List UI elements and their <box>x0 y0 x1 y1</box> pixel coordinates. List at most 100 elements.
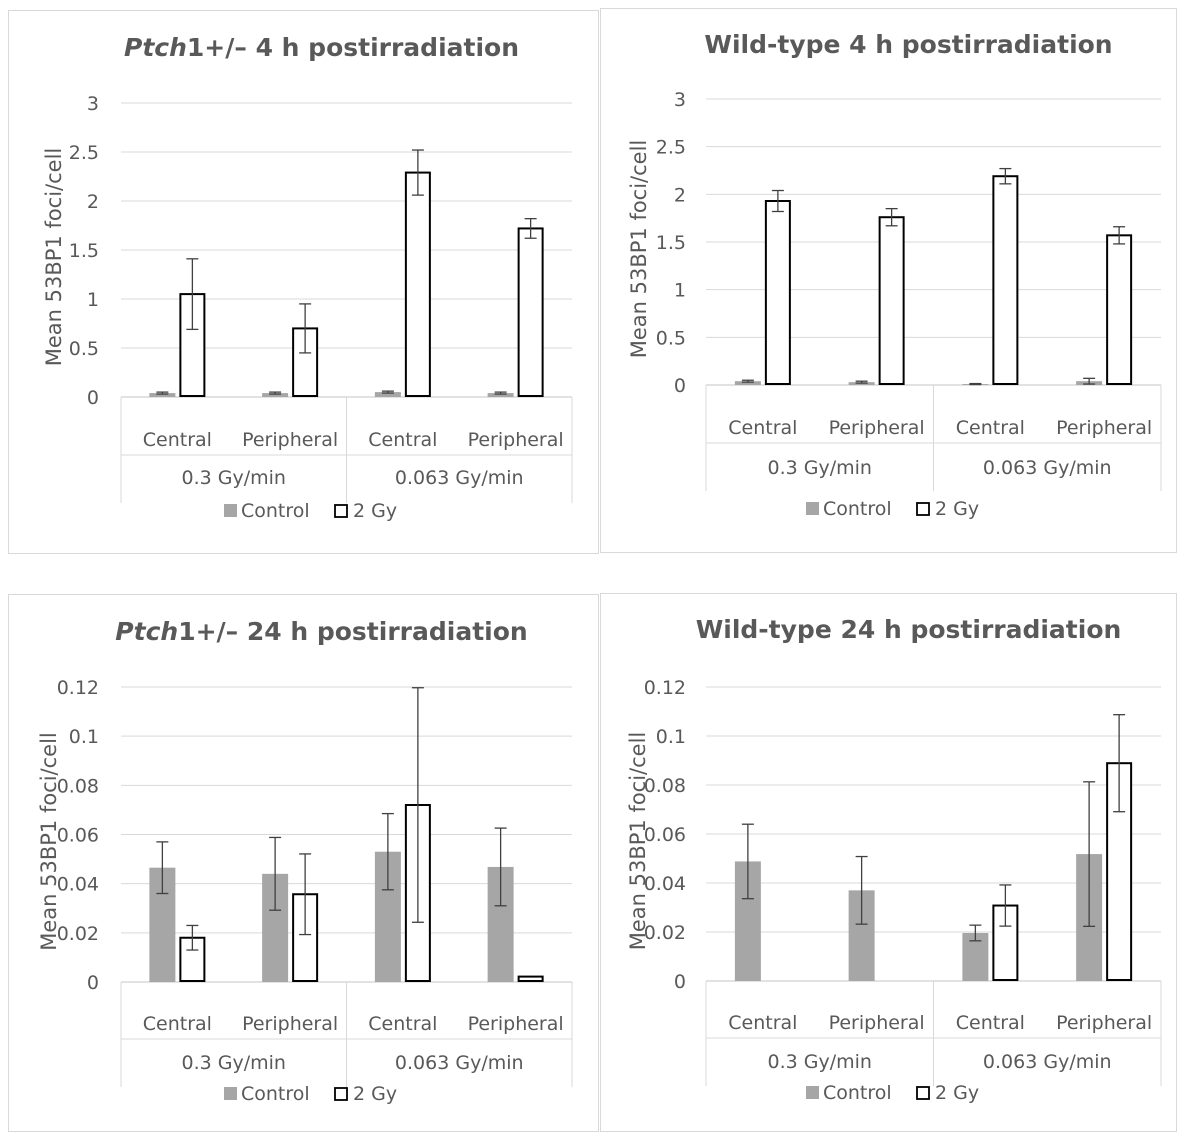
bar-2gy <box>517 975 544 983</box>
bar-control <box>487 393 514 397</box>
x-group-label: 0.063 Gy/min <box>395 1052 524 1074</box>
y-tick-label: 0 <box>674 375 686 397</box>
y-tick-label: 0.02 <box>57 923 99 945</box>
y-tick-label: 0.5 <box>69 338 99 360</box>
bar-2gy <box>517 227 544 397</box>
y-axis-label: Mean 53BP1 foci/cell <box>627 140 651 359</box>
x-tick-label: Peripheral <box>1056 1012 1152 1034</box>
x-group-label: 0.3 Gy/min <box>182 467 286 489</box>
y-tick-label: 0.12 <box>57 677 99 699</box>
chart-wildtype-4h: Wild-type 4 h postirradiation 0 0.5 1 1.5 2 2.… <box>627 30 1162 520</box>
y-axis-label: Mean 53BP1 foci/cell <box>626 732 650 951</box>
x-tick-label: Central <box>956 1012 1025 1034</box>
chart-ptch-4h: Ptch1+/– 4 h postirradiation 0 0.5 1 1.5 2 2.5… <box>42 33 573 522</box>
y-tick-label: 0.04 <box>644 873 686 895</box>
y-axis-label: Mean 53BP1 foci/cell <box>42 148 66 367</box>
bar-2gy <box>404 171 431 397</box>
y-axis-label: Mean 53BP1 foci/cell <box>37 732 61 951</box>
y-tick-label: 2.5 <box>656 137 686 159</box>
y-tick-label: 0.08 <box>57 775 99 797</box>
chart-title: Ptch1+/– 4 h postirradiation <box>124 33 519 62</box>
x-tick-label: Peripheral <box>829 417 925 439</box>
y-tick-label: 0.5 <box>656 327 686 349</box>
legend-swatch-control <box>224 504 237 517</box>
legend-label-control: Control <box>823 498 892 520</box>
chart-panel-ptch-4h: Ptch1+/– 4 h postirradiation 0 0.5 1 1.5 2 2.5… <box>8 10 599 554</box>
legend-label-2gy: 2 Gy <box>353 500 397 522</box>
x-group-label: 0.3 Gy/min <box>182 1052 286 1074</box>
legend-label-control: Control <box>241 500 310 522</box>
x-tick-label: Peripheral <box>468 429 564 451</box>
x-tick-label: Central <box>956 417 1025 439</box>
x-group-label: 0.3 Gy/min <box>768 1051 872 1073</box>
x-tick-label: Central <box>368 1013 437 1035</box>
chart-panel-ptch-24h: Ptch1+/– 24 h postirradiation 0 0.02 0.04 0.… <box>8 594 599 1132</box>
bar-2gy <box>764 200 791 385</box>
x-tick-label: Peripheral <box>829 1012 925 1034</box>
bar-2gy <box>1106 234 1133 385</box>
y-tick-label: 0.1 <box>69 726 99 748</box>
chart-title: Wild-type 24 h postirradiation <box>696 615 1122 644</box>
legend-label-control: Control <box>823 1082 892 1104</box>
bar-2gy <box>878 216 905 385</box>
chart-title-text: Wild-type 4 h postirradiation <box>704 30 1112 59</box>
x-group-label: 0.063 Gy/min <box>983 457 1112 479</box>
legend-swatch-2gy <box>334 504 348 518</box>
y-tick-label: 2 <box>87 191 99 213</box>
bar-2gy <box>992 175 1019 385</box>
y-tick-label: 2.5 <box>69 142 99 164</box>
y-tick-label: 0.06 <box>57 825 99 847</box>
legend-swatch-2gy <box>916 502 930 516</box>
chart-title-italic: Ptch <box>124 33 187 62</box>
y-tick-label: 0.06 <box>644 824 686 846</box>
y-tick-label: 1 <box>87 289 99 311</box>
legend-swatch-control <box>806 1086 819 1099</box>
x-tick-label: Central <box>728 1012 797 1034</box>
x-tick-label: Central <box>368 429 437 451</box>
bar-control <box>149 393 176 397</box>
y-tick-label: 1.5 <box>69 240 99 262</box>
y-tick-label: 0 <box>87 387 99 409</box>
x-tick-label: Peripheral <box>468 1013 564 1035</box>
chart-panel-wildtype-4h: Wild-type 4 h postirradiation 0 0.5 1 1.5 2 2.… <box>600 8 1177 553</box>
x-group-label: 0.063 Gy/min <box>983 1051 1112 1073</box>
chart-panel-wildtype-24h: Wild-type 24 h postirradiation 0 0.02 0.04 0… <box>600 593 1177 1132</box>
legend-swatch-2gy <box>916 1086 930 1100</box>
y-tick-label: 0.08 <box>644 775 686 797</box>
y-tick-label: 1 <box>674 280 686 302</box>
x-tick-label: Peripheral <box>242 429 338 451</box>
bar-control <box>374 392 401 397</box>
x-tick-label: Peripheral <box>1056 417 1152 439</box>
bar-control <box>734 381 761 385</box>
legend-label-2gy: 2 Gy <box>353 1083 397 1105</box>
chart-title-italic: Ptch <box>115 617 178 646</box>
chart-wildtype-24h: Wild-type 24 h postirradiation 0 0.02 0.04 0… <box>626 615 1162 1104</box>
y-tick-label: 3 <box>674 89 686 111</box>
x-group-label: 0.063 Gy/min <box>395 467 524 489</box>
y-tick-label: 3 <box>87 93 99 115</box>
y-tick-label: 0.1 <box>656 726 686 748</box>
legend-swatch-2gy <box>334 1087 348 1101</box>
y-tick-label: 0 <box>87 972 99 994</box>
chart-title: Ptch1+/– 24 h postirradiation <box>115 617 527 646</box>
x-group-label: 0.3 Gy/min <box>768 457 872 479</box>
legend-swatch-control <box>806 502 819 515</box>
chart-title-text: 1+/– 24 h postirradiation <box>178 617 528 646</box>
x-tick-label: Central <box>143 429 212 451</box>
x-tick-label: Central <box>728 417 797 439</box>
chart-title-text: Wild-type 24 h postirradiation <box>696 615 1122 644</box>
y-tick-label: 0.04 <box>57 874 99 896</box>
y-tick-label: 1.5 <box>656 232 686 254</box>
legend-label-2gy: 2 Gy <box>935 1082 979 1104</box>
y-tick-label: 0.12 <box>644 677 686 699</box>
chart-title-text: 1+/– 4 h postirradiation <box>187 33 519 62</box>
legend-label-2gy: 2 Gy <box>935 498 979 520</box>
x-tick-label: Central <box>143 1013 212 1035</box>
chart-ptch-24h: Ptch1+/– 24 h postirradiation 0 0.02 0.04 0.… <box>37 617 573 1105</box>
legend-swatch-control <box>224 1087 237 1100</box>
y-tick-label: 0 <box>674 971 686 993</box>
y-tick-label: 2 <box>674 184 686 206</box>
bar-control <box>262 393 289 397</box>
legend-label-control: Control <box>241 1083 310 1105</box>
x-tick-label: Peripheral <box>242 1013 338 1035</box>
